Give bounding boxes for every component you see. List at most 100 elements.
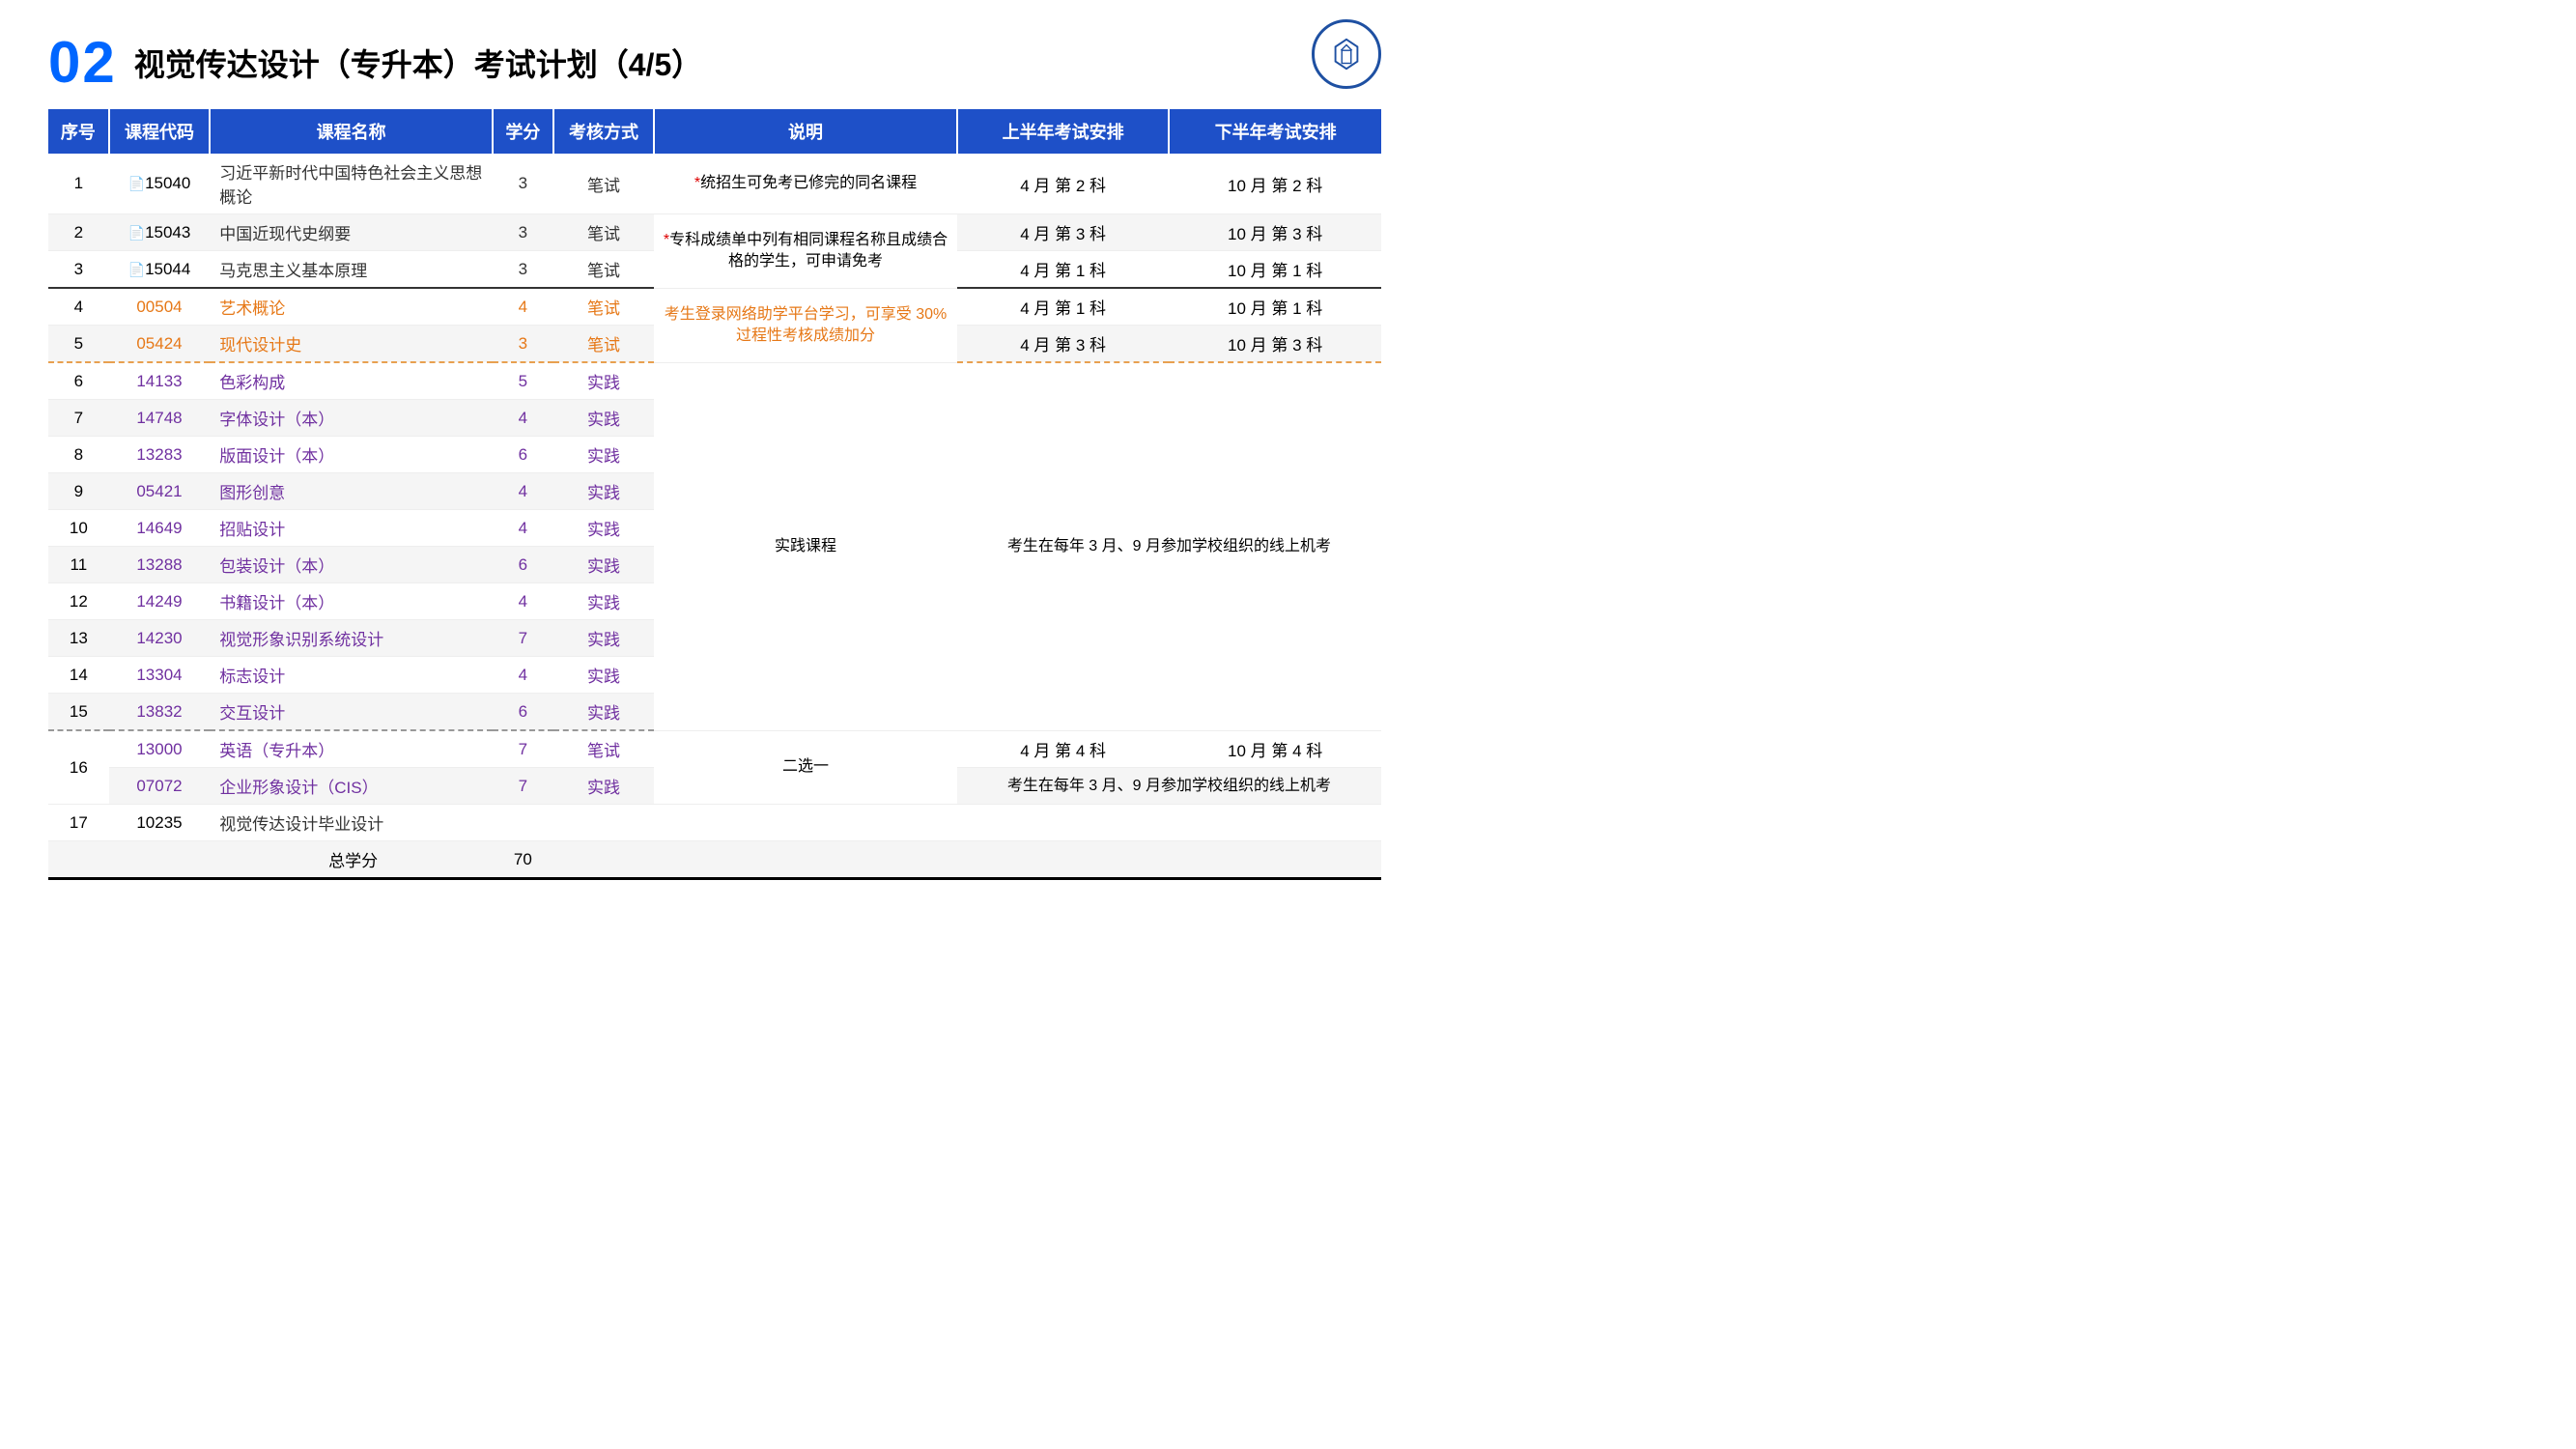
table-row: 6 14133 色彩构成 5 实践 实践课程 考生在每年 3 月、9 月参加学校… — [48, 362, 1381, 400]
cell-code: 14249 — [109, 583, 211, 620]
cell-code: 10235 — [109, 805, 211, 841]
cell-code: 14133 — [109, 362, 211, 400]
total-row: 总学分 70 — [48, 841, 1381, 879]
cell-empty — [553, 841, 655, 879]
table-row: 1 📄15040 习近平新时代中国特色社会主义思想概论 3 笔试 *统招生可免考… — [48, 154, 1381, 214]
cell-name: 招贴设计 — [210, 510, 493, 547]
cell-empty — [1169, 841, 1381, 879]
cell-seq: 6 — [48, 362, 109, 400]
cell-code: 05421 — [109, 473, 211, 510]
cell-first: 4 月 第 1 科 — [957, 288, 1170, 326]
cell-code: 📄15043 — [109, 214, 211, 251]
cell-name: 视觉传达设计毕业设计 — [210, 805, 493, 841]
section-number: 02 — [48, 29, 117, 96]
cell-name: 英语（专升本） — [210, 730, 493, 768]
cell-method: 实践 — [553, 362, 655, 400]
cell-code: 13000 — [109, 730, 211, 768]
cell-name: 艺术概论 — [210, 288, 493, 326]
cell-name: 包装设计（本） — [210, 547, 493, 583]
exam-plan-table: 序号 课程代码 课程名称 学分 考核方式 说明 上半年考试安排 下半年考试安排 … — [48, 109, 1381, 880]
university-logo — [1312, 19, 1381, 89]
cell-seq: 3 — [48, 251, 109, 289]
cell-name: 现代设计史 — [210, 326, 493, 363]
cell-name: 习近平新时代中国特色社会主义思想概论 — [210, 154, 493, 214]
cell-code: 14748 — [109, 400, 211, 437]
cell-code: 14649 — [109, 510, 211, 547]
cell-seq: 13 — [48, 620, 109, 657]
cell-credit: 5 — [493, 362, 553, 400]
cell-note: 二选一 — [654, 730, 957, 805]
cell-code: 00504 — [109, 288, 211, 326]
cell-seq: 9 — [48, 473, 109, 510]
cell-credit: 6 — [493, 547, 553, 583]
cell-method: 笔试 — [553, 730, 655, 768]
cell-name: 企业形象设计（CIS） — [210, 768, 493, 805]
cell-first: 4 月 第 3 科 — [957, 326, 1170, 363]
cell-schedule: 考生在每年 3 月、9 月参加学校组织的线上机考 — [957, 362, 1381, 730]
cell-schedule: 考生在每年 3 月、9 月参加学校组织的线上机考 — [957, 768, 1381, 805]
col-seq: 序号 — [48, 109, 109, 154]
cell-name: 字体设计（本） — [210, 400, 493, 437]
cell-note: 实践课程 — [654, 362, 957, 730]
col-first-half: 上半年考试安排 — [957, 109, 1170, 154]
logo-icon — [1328, 36, 1365, 72]
cell-seq: 8 — [48, 437, 109, 473]
cell-credit: 3 — [493, 214, 553, 251]
cell-method: 实践 — [553, 510, 655, 547]
cell-code: 13304 — [109, 657, 211, 694]
cell-seq: 17 — [48, 805, 109, 841]
cell-method: 实践 — [553, 583, 655, 620]
cell-second: 10 月 第 1 科 — [1169, 251, 1381, 289]
cell-method — [553, 805, 655, 841]
cell-name: 标志设计 — [210, 657, 493, 694]
cell-credit: 4 — [493, 288, 553, 326]
table-header-row: 序号 课程代码 课程名称 学分 考核方式 说明 上半年考试安排 下半年考试安排 — [48, 109, 1381, 154]
cell-code: 13283 — [109, 437, 211, 473]
cell-method: 实践 — [553, 547, 655, 583]
cell-credit: 4 — [493, 510, 553, 547]
cell-name: 书籍设计（本） — [210, 583, 493, 620]
cell-credit: 4 — [493, 400, 553, 437]
cell-seq: 2 — [48, 214, 109, 251]
cell-empty — [654, 841, 957, 879]
cell-method: 实践 — [553, 768, 655, 805]
table-row: 16 13000 英语（专升本） 7 笔试 二选一 4 月 第 4 科 10 月… — [48, 730, 1381, 768]
cell-second: 10 月 第 4 科 — [1169, 730, 1381, 768]
cell-first: 4 月 第 3 科 — [957, 214, 1170, 251]
col-second-half: 下半年考试安排 — [1169, 109, 1381, 154]
cell-name: 交互设计 — [210, 694, 493, 731]
cell-second: 10 月 第 3 科 — [1169, 326, 1381, 363]
cell-method: 笔试 — [553, 214, 655, 251]
cell-seq: 7 — [48, 400, 109, 437]
cell-code: 📄15040 — [109, 154, 211, 214]
cell-method: 笔试 — [553, 326, 655, 363]
cell-code: 📄15044 — [109, 251, 211, 289]
cell-method: 实践 — [553, 400, 655, 437]
cell-note: 考生登录网络助学平台学习，可享受 30% 过程性考核成绩加分 — [654, 288, 957, 362]
cell-seq: 12 — [48, 583, 109, 620]
cell-second: 10 月 第 2 科 — [1169, 154, 1381, 214]
cell-seq: 10 — [48, 510, 109, 547]
cell-credit: 7 — [493, 730, 553, 768]
cell-credit: 3 — [493, 154, 553, 214]
cell-name: 中国近现代史纲要 — [210, 214, 493, 251]
cell-credit: 3 — [493, 251, 553, 289]
col-code: 课程代码 — [109, 109, 211, 154]
cell-code: 13288 — [109, 547, 211, 583]
doc-icon: 📄 — [128, 176, 145, 191]
cell-first — [957, 805, 1170, 841]
cell-name: 色彩构成 — [210, 362, 493, 400]
cell-empty — [48, 841, 109, 879]
cell-seq: 16 — [48, 730, 109, 805]
cell-method: 实践 — [553, 473, 655, 510]
cell-credit: 4 — [493, 473, 553, 510]
cell-first: 4 月 第 4 科 — [957, 730, 1170, 768]
table-row: 2 📄15043 中国近现代史纲要 3 笔试 *专科成绩单中列有相同课程名称且成… — [48, 214, 1381, 251]
col-method: 考核方式 — [553, 109, 655, 154]
cell-method: 实践 — [553, 694, 655, 731]
cell-seq: 11 — [48, 547, 109, 583]
cell-method: 实践 — [553, 437, 655, 473]
cell-code: 07072 — [109, 768, 211, 805]
cell-name: 版面设计（本） — [210, 437, 493, 473]
cell-name: 视觉形象识别系统设计 — [210, 620, 493, 657]
